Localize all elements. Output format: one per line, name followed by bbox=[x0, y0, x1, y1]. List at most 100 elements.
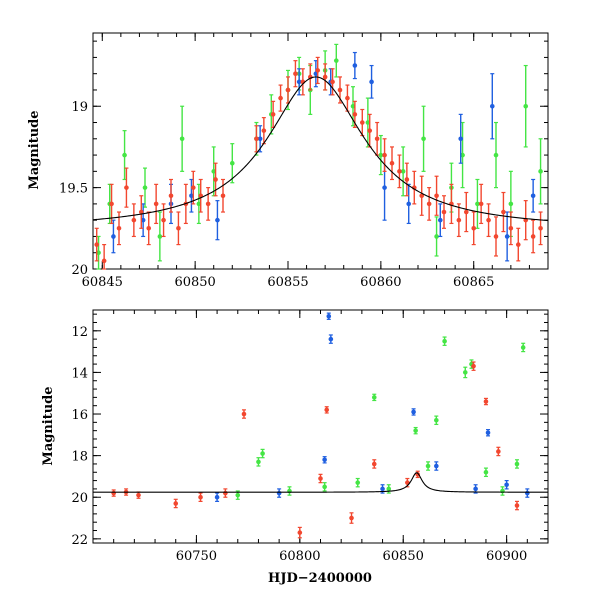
marker bbox=[523, 103, 529, 109]
green-data-point bbox=[483, 467, 489, 478]
marker bbox=[256, 459, 261, 465]
marker bbox=[322, 457, 327, 463]
green-data-point bbox=[434, 415, 439, 426]
marker bbox=[168, 193, 174, 199]
marker bbox=[367, 128, 373, 133]
marker bbox=[425, 463, 431, 469]
green-data-point bbox=[421, 105, 426, 172]
blue-data-point bbox=[352, 51, 358, 80]
marker bbox=[213, 177, 218, 182]
marker bbox=[493, 234, 499, 239]
y-tick-label: 20 bbox=[71, 491, 88, 506]
marker bbox=[437, 217, 443, 223]
red-data-point bbox=[322, 63, 328, 91]
marker bbox=[355, 480, 361, 485]
green-data-point bbox=[493, 121, 499, 189]
marker bbox=[378, 152, 384, 158]
red-data-point bbox=[285, 76, 291, 104]
marker bbox=[485, 430, 491, 436]
red-data-point bbox=[501, 191, 506, 233]
green-data-point bbox=[434, 216, 439, 257]
x-tick-label: 60750 bbox=[176, 549, 217, 564]
marker bbox=[96, 250, 101, 256]
marker bbox=[349, 515, 354, 521]
red-data-point bbox=[198, 492, 203, 502]
red-data-point bbox=[146, 211, 152, 246]
y-tick-label: 22 bbox=[71, 533, 88, 548]
marker bbox=[235, 492, 241, 498]
red-data-point bbox=[223, 488, 228, 498]
green-data-point bbox=[378, 134, 384, 176]
red-data-point bbox=[434, 175, 439, 216]
green-data-point bbox=[333, 43, 339, 78]
marker bbox=[261, 128, 267, 133]
bottom-panel: 60750 60800 60850 60900 12 14 16 18 20 22 Magnitu… bbox=[41, 309, 549, 586]
x-tick-label: 60800 bbox=[279, 549, 320, 564]
top-axis-ticks: 60845 60850 60855 60860 60865 19 19.5 20 bbox=[59, 33, 549, 290]
marker bbox=[215, 217, 220, 223]
blue-data-point bbox=[504, 479, 509, 490]
marker bbox=[478, 201, 484, 207]
red-data-point bbox=[404, 162, 410, 197]
marker bbox=[223, 490, 228, 496]
green-data-point bbox=[96, 235, 101, 270]
red-data-point bbox=[278, 84, 283, 112]
marker bbox=[359, 120, 365, 125]
marker bbox=[330, 79, 335, 85]
red-data-point bbox=[478, 183, 484, 225]
red-data-point bbox=[397, 154, 402, 189]
marker bbox=[278, 95, 283, 101]
marker bbox=[297, 530, 303, 535]
marker bbox=[324, 407, 330, 413]
green-data-point bbox=[142, 167, 148, 208]
blue-data-point bbox=[326, 312, 332, 320]
red-data-point bbox=[94, 227, 100, 262]
green-data-point bbox=[211, 146, 217, 197]
blue-data-point bbox=[485, 429, 491, 437]
blue-data-point bbox=[504, 211, 510, 262]
marker bbox=[504, 482, 509, 488]
marker bbox=[146, 226, 152, 231]
marker bbox=[515, 242, 521, 247]
marker bbox=[411, 409, 416, 415]
red-data-point bbox=[315, 56, 321, 85]
green-data-point bbox=[179, 105, 185, 172]
marker bbox=[198, 494, 203, 500]
red-data-point bbox=[124, 167, 129, 208]
marker bbox=[176, 226, 181, 231]
red-data-point bbox=[241, 409, 247, 419]
marker bbox=[111, 234, 116, 239]
blue-data-point bbox=[322, 456, 327, 464]
bottom-plot-frame bbox=[92, 309, 549, 544]
blue-data-point bbox=[257, 125, 263, 153]
red-data-point bbox=[297, 526, 303, 539]
marker bbox=[382, 185, 387, 190]
marker bbox=[270, 112, 276, 117]
red-data-point bbox=[153, 183, 159, 225]
marker bbox=[504, 234, 510, 239]
marker bbox=[530, 234, 536, 239]
marker bbox=[473, 486, 478, 492]
red-data-point bbox=[374, 121, 380, 156]
marker bbox=[426, 201, 432, 207]
marker bbox=[124, 185, 129, 190]
bottom-axis-ticks: 60750 60800 60850 60900 12 14 16 18 20 22 bbox=[71, 310, 549, 564]
red-data-point bbox=[523, 200, 529, 241]
marker bbox=[131, 217, 137, 223]
marker bbox=[276, 490, 282, 496]
marker bbox=[460, 152, 465, 158]
marker bbox=[257, 136, 263, 142]
green-data-point bbox=[520, 342, 526, 353]
marker bbox=[322, 74, 328, 80]
marker bbox=[483, 399, 489, 404]
marker bbox=[380, 486, 385, 492]
red-data-point bbox=[471, 211, 477, 246]
green-data-point bbox=[157, 211, 163, 262]
green-data-point bbox=[196, 183, 202, 225]
marker bbox=[514, 503, 520, 508]
marker bbox=[293, 71, 298, 76]
marker bbox=[434, 234, 439, 239]
marker bbox=[369, 79, 374, 85]
marker bbox=[508, 226, 514, 231]
x-tick-label: 60850 bbox=[174, 275, 215, 290]
